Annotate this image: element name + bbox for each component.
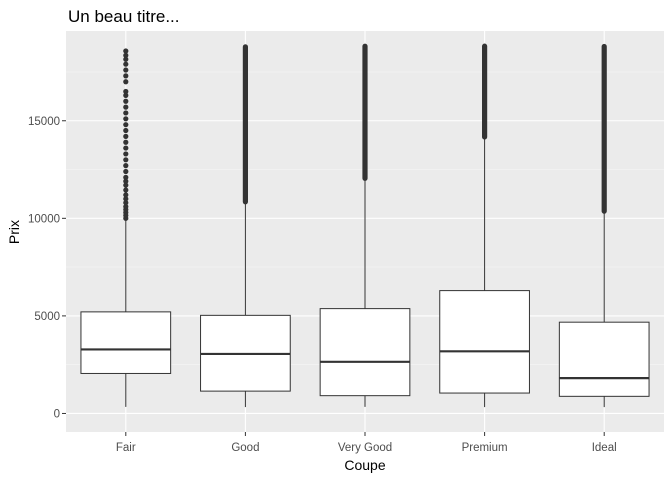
- outlier-point: [123, 92, 129, 98]
- outlier-point: [123, 133, 129, 139]
- y-tick-label: 5000: [34, 311, 60, 323]
- outlier-point: [123, 127, 129, 134]
- boxes-layer: [80, 43, 650, 408]
- box: [80, 311, 172, 374]
- chart-title: Un beau titre...: [68, 7, 180, 26]
- box-group: [558, 43, 650, 408]
- outlier-point: [123, 98, 129, 104]
- outlier-point: [123, 139, 129, 145]
- outlier-point: [123, 187, 129, 193]
- outlier-point: [123, 56, 129, 62]
- x-axis: Fair Good Very Good Premium Ideal: [116, 432, 617, 454]
- x-tick-label: Premium: [462, 442, 508, 454]
- outlier-point: [123, 178, 129, 184]
- outlier-point: [123, 73, 129, 79]
- outlier-point: [123, 67, 129, 73]
- x-tick-label: Good: [231, 442, 259, 454]
- outlier-point: [123, 192, 129, 198]
- outlier-point: [123, 52, 129, 58]
- box: [319, 308, 411, 397]
- outlier-point: [123, 122, 129, 128]
- y-tick-label: 15000: [28, 116, 60, 128]
- outlier-point: [123, 145, 129, 151]
- outlier-point: [123, 116, 129, 122]
- y-tick-label: 0: [54, 408, 60, 420]
- outlier-point: [123, 200, 129, 206]
- outlier-point: [123, 196, 129, 202]
- outlier-point: [123, 163, 129, 169]
- box-group: [80, 48, 172, 407]
- y-axis-title: Prix: [6, 220, 22, 244]
- x-tick-label: Fair: [116, 442, 136, 454]
- box-group: [200, 44, 291, 408]
- outlier-point: [123, 168, 129, 175]
- outlier-point: [123, 174, 129, 180]
- box-group: [439, 43, 530, 408]
- outlier-point: [123, 157, 129, 163]
- outlier-point: [123, 48, 129, 54]
- outlier-point: [123, 61, 129, 67]
- outlier-point: [123, 88, 129, 95]
- x-tick-label: Very Good: [338, 442, 392, 454]
- y-axis: 0 5000 10000 15000: [28, 116, 66, 420]
- outlier-point: [123, 182, 129, 188]
- outlier-point: [123, 204, 129, 210]
- x-tick-label: Ideal: [592, 442, 617, 454]
- outlier-point: [123, 104, 129, 110]
- y-tick-label: 10000: [28, 213, 60, 225]
- outlier-point: [123, 79, 129, 85]
- x-axis-title: Coupe: [344, 457, 385, 473]
- box: [558, 321, 650, 397]
- outlier-point: [123, 151, 129, 157]
- box: [439, 290, 530, 394]
- box-group: [319, 43, 411, 407]
- outlier-point: [123, 110, 129, 116]
